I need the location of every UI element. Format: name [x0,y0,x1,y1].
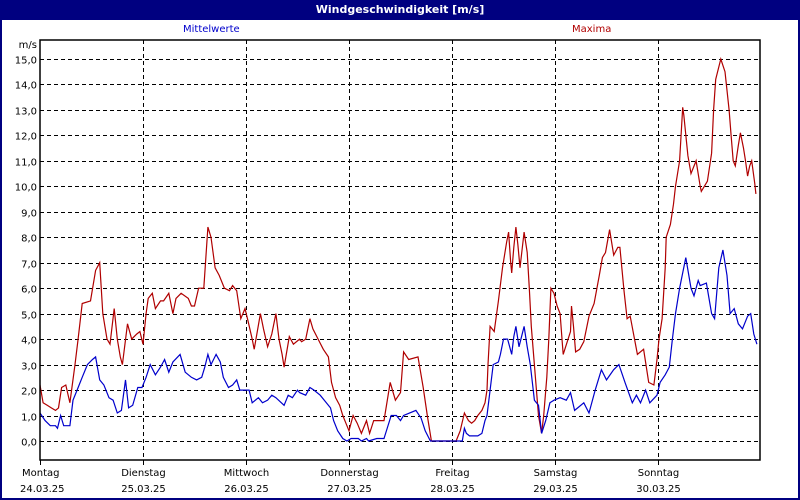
day-date-label: 28.03.25 [430,484,475,495]
y-tick-label: 7,0 [21,260,37,271]
day-name-label: Sonntag [638,468,680,479]
day-name-label: Montag [22,468,59,479]
plot-area-frame [39,39,761,461]
day-date-label: 24.03.25 [20,484,65,495]
day-date-label: 26.03.25 [224,484,269,495]
series-maxima-line [39,56,757,442]
x-axis-labels: Montag 24.03.25 Dienstag 25.03.25 Mittwoch 26… [20,468,681,495]
y-tick-label: 4,0 [21,336,37,347]
legend-mittelwerte: Mittelwerte [183,24,240,35]
y-tick-label: 8,0 [21,234,37,245]
chart-title: Windgeschwindigkeit [m/s] [0,0,800,20]
grid-lines [40,40,760,465]
y-tick-label: 3,0 [21,362,37,373]
day-name-label: Freitag [435,468,469,479]
y-axis-labels: 15,0 14,0 13,0 12,0 11,0 10,0 9,0 8,0 7,0 6,0 5,0 4… [15,56,37,449]
y-tick-label: 12,0 [15,132,37,143]
day-date-label: 29.03.25 [533,484,578,495]
y-tick-label: 10,0 [15,183,37,194]
y-tick-label: 13,0 [15,107,37,118]
day-date-label: 25.03.25 [121,484,166,495]
y-tick-label: 2,0 [21,387,37,398]
y-tick-label: 6,0 [21,285,37,296]
day-name-label: Mittwoch [224,468,269,479]
day-name-label: Donnerstag [320,468,378,479]
day-date-label: 27.03.25 [327,484,372,495]
y-tick-label: 1,0 [21,413,37,424]
y-tick-label: 9,0 [21,209,37,220]
y-tick-label: 0,0 [21,438,37,449]
y-tick-label: 11,0 [15,158,37,169]
y-axis-unit: m/s [19,40,37,51]
y-tick-label: 15,0 [15,56,37,67]
y-tick-label: 5,0 [21,311,37,322]
y-tick-label: 14,0 [15,81,37,92]
day-name-label: Samstag [534,468,578,479]
series-mittelwerte-line [39,249,758,442]
legend-maxima: Maxima [572,24,612,35]
day-date-label: 30.03.25 [636,484,681,495]
day-name-label: Dienstag [121,468,166,479]
